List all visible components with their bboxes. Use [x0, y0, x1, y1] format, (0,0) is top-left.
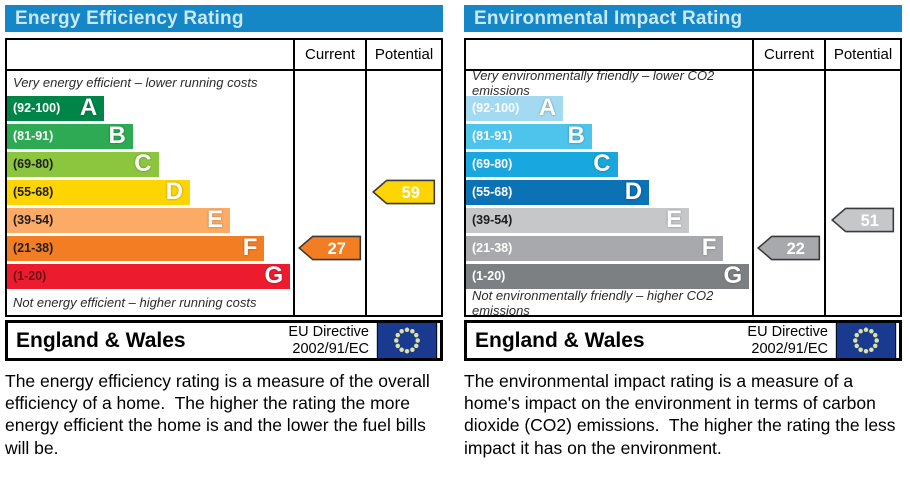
energy-efficiency-panel: Energy Efficiency Rating Current Potenti… [5, 5, 443, 459]
energy-efficiency-titlebar: Energy Efficiency Rating [5, 5, 443, 32]
band-range-g: (1-20) [13, 269, 47, 283]
band-letter-c: C [593, 150, 611, 177]
potential-rating-value: 51 [861, 212, 879, 230]
energy-efficiency-footer: England & Wales EU Directive 2002/91/EC [5, 320, 443, 361]
environmental-impact-panel: Environmental Impact Rating Current Pote… [464, 5, 902, 459]
band-range-c: (69-80) [13, 157, 54, 171]
band-bar-b: (81-91) B [466, 122, 592, 149]
region-label: England & Wales [16, 328, 186, 352]
band-row-d: (55-68) D [7, 178, 293, 206]
band-range-d: (55-68) [472, 185, 513, 199]
column-header-current: Current [752, 40, 824, 71]
band-letter-f: F [242, 234, 258, 261]
band-range-b: (81-91) [472, 129, 513, 143]
potential-rating-arrow: 59 [367, 178, 441, 206]
band-letter-f: F [701, 234, 717, 261]
band-bar-g: (1-20) G [466, 262, 750, 289]
band-row-g: (1-20) G [7, 262, 293, 290]
band-bar-c: (69-80) C [466, 150, 618, 177]
band-row-f: (21-38) F [7, 234, 293, 262]
band-row-a: (92-100) A [466, 94, 752, 122]
band-letter-b: B [108, 122, 126, 149]
band-letter-g: G [723, 262, 743, 289]
band-bar-g: (1-20) G [7, 262, 291, 289]
band-bar-f: (21-38) F [7, 234, 265, 261]
environmental-impact-footer: England & Wales EU Directive 2002/91/EC [464, 320, 902, 361]
band-row-b: (81-91) B [466, 122, 752, 150]
band-row-e: (39-54) E [7, 206, 293, 234]
eu-flag-icon [835, 322, 897, 359]
band-row-e: (39-54) E [466, 206, 752, 234]
band-bar-a: (92-100) A [466, 94, 564, 121]
bottom-note: Not energy efficient – higher running co… [13, 295, 257, 310]
band-letter-b: B [567, 122, 585, 149]
band-bar-a: (92-100) A [7, 94, 105, 121]
environmental-impact-chart: Current Potential Very environmentally f… [464, 38, 902, 318]
top-note: Very environmentally friendly – lower CO… [472, 67, 715, 98]
band-range-e: (39-54) [13, 213, 54, 227]
band-range-c: (69-80) [472, 157, 513, 171]
region-label: England & Wales [475, 328, 645, 352]
potential-rating-value: 59 [402, 184, 420, 202]
top-note: Very energy efficient – lower running co… [13, 75, 258, 90]
energy-efficiency-description: The energy efficiency rating is a measur… [5, 371, 435, 458]
current-rating-value: 22 [787, 240, 805, 258]
band-range-f: (21-38) [472, 241, 513, 255]
column-header-current: Current [293, 40, 365, 71]
band-letter-e: E [666, 206, 683, 233]
band-letter-c: C [134, 150, 152, 177]
band-bar-d: (55-68) D [466, 178, 650, 205]
column-header-potential: Potential [365, 40, 441, 71]
band-letter-d: D [624, 178, 643, 205]
band-row-b: (81-91) B [7, 122, 293, 150]
band-bar-d: (55-68) D [7, 178, 191, 205]
epc-page: Energy Efficiency Rating Current Potenti… [5, 5, 902, 459]
current-rating-arrow: 27 [295, 234, 365, 262]
band-row-c: (69-80) C [466, 150, 752, 178]
band-bar-f: (21-38) F [466, 234, 724, 261]
rating-scale-header-spacer [7, 40, 293, 71]
band-letter-g: G [264, 262, 284, 289]
band-row-f: (21-38) F [466, 234, 752, 262]
current-rating-value: 27 [328, 240, 346, 258]
band-bar-e: (39-54) E [466, 206, 690, 233]
energy-efficiency-chart: Current Potential Very energy efficient … [5, 38, 443, 317]
band-bar-c: (69-80) C [7, 150, 159, 177]
band-row-c: (69-80) C [7, 150, 293, 178]
band-range-a: (92-100) [13, 101, 61, 115]
bottom-note: Not environmentally friendly – higher CO… [472, 287, 714, 318]
band-range-b: (81-91) [13, 129, 54, 143]
band-letter-d: D [165, 178, 184, 205]
environmental-impact-description: The environmental impact rating is a mea… [464, 371, 901, 458]
rating-scale-header-spacer [466, 40, 752, 71]
band-bar-e: (39-54) E [7, 206, 231, 233]
current-rating-arrow: 22 [754, 234, 824, 262]
band-range-f: (21-38) [13, 241, 54, 255]
energy-efficiency-title: Energy Efficiency Rating [15, 7, 244, 29]
band-range-d: (55-68) [13, 185, 54, 199]
band-range-a: (92-100) [472, 101, 520, 115]
band-range-g: (1-20) [472, 269, 506, 283]
band-letter-a: A [79, 94, 98, 121]
column-header-potential: Potential [824, 40, 900, 71]
band-letter-e: E [207, 206, 224, 233]
band-letter-a: A [538, 94, 557, 121]
environmental-impact-title: Environmental Impact Rating [474, 7, 743, 29]
potential-rating-arrow: 51 [826, 206, 900, 234]
eu-directive-label: EU Directive 2002/91/EC [747, 323, 828, 357]
eu-directive-label: EU Directive 2002/91/EC [288, 323, 369, 357]
band-bar-b: (81-91) B [7, 122, 133, 149]
band-row-a: (92-100) A [7, 94, 293, 122]
band-range-e: (39-54) [472, 213, 513, 227]
eu-flag-icon [376, 322, 438, 359]
band-row-g: (1-20) G [466, 262, 752, 290]
band-row-d: (55-68) D [466, 178, 752, 206]
environmental-impact-titlebar: Environmental Impact Rating [464, 5, 902, 32]
